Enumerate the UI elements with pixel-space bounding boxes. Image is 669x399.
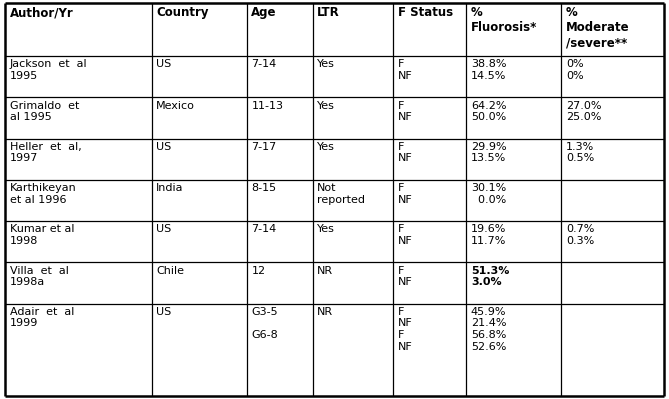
- Text: %
Fluorosis*: % Fluorosis*: [471, 6, 537, 34]
- Text: G3-5

G6-8: G3-5 G6-8: [252, 307, 278, 340]
- Text: 1.3%
0.5%: 1.3% 0.5%: [566, 142, 594, 164]
- Text: 45.9%
21.4%
56.8%
52.6%: 45.9% 21.4% 56.8% 52.6%: [471, 307, 506, 352]
- Text: US: US: [157, 59, 171, 69]
- Text: Chile: Chile: [157, 265, 185, 276]
- Text: F
NF: F NF: [397, 265, 413, 287]
- Text: Yes: Yes: [317, 142, 335, 152]
- Text: 8-15: 8-15: [252, 183, 276, 193]
- Text: Age: Age: [252, 6, 277, 20]
- Text: 29.9%
13.5%: 29.9% 13.5%: [471, 142, 506, 164]
- Text: Yes: Yes: [317, 59, 335, 69]
- Text: 0.7%
0.3%: 0.7% 0.3%: [566, 224, 594, 246]
- Text: 64.2%
50.0%: 64.2% 50.0%: [471, 101, 506, 122]
- Text: Villa  et  al
1998a: Villa et al 1998a: [10, 265, 69, 287]
- Text: Author/Yr: Author/Yr: [10, 6, 74, 20]
- Text: F
NF: F NF: [397, 183, 413, 205]
- Text: %
Moderate
/severe**: % Moderate /severe**: [566, 6, 630, 49]
- Text: Yes: Yes: [317, 101, 335, 111]
- Text: 7-17: 7-17: [252, 142, 277, 152]
- Text: Heller  et  al,
1997: Heller et al, 1997: [10, 142, 82, 164]
- Text: NR: NR: [317, 265, 333, 276]
- Text: Mexico: Mexico: [157, 101, 195, 111]
- Text: US: US: [157, 142, 171, 152]
- Text: Jackson  et  al
1995: Jackson et al 1995: [10, 59, 88, 81]
- Text: 0%
0%: 0% 0%: [566, 59, 583, 81]
- Text: 7-14: 7-14: [252, 224, 277, 234]
- Text: 38.8%
14.5%: 38.8% 14.5%: [471, 59, 506, 81]
- Text: 19.6%
11.7%: 19.6% 11.7%: [471, 224, 506, 246]
- Text: F Status: F Status: [397, 6, 453, 20]
- Text: F
NF: F NF: [397, 142, 413, 164]
- Text: 12: 12: [252, 265, 266, 276]
- Text: Adair  et  al
1999: Adair et al 1999: [10, 307, 74, 328]
- Text: 27.0%
25.0%: 27.0% 25.0%: [566, 101, 601, 122]
- Text: Country: Country: [157, 6, 209, 20]
- Text: 7-14: 7-14: [252, 59, 277, 69]
- Text: LTR: LTR: [317, 6, 340, 20]
- Text: F
NF: F NF: [397, 59, 413, 81]
- Text: 30.1%
  0.0%: 30.1% 0.0%: [471, 183, 506, 205]
- Text: Kumar et al
1998: Kumar et al 1998: [10, 224, 74, 246]
- Text: NR: NR: [317, 307, 333, 317]
- Text: Yes: Yes: [317, 224, 335, 234]
- Text: 51.3%
3.0%: 51.3% 3.0%: [471, 265, 509, 287]
- Text: F
NF: F NF: [397, 224, 413, 246]
- Text: F
NF
F
NF: F NF F NF: [397, 307, 413, 352]
- Text: 11-13: 11-13: [252, 101, 284, 111]
- Text: US: US: [157, 307, 171, 317]
- Text: Karthikeyan
et al 1996: Karthikeyan et al 1996: [10, 183, 77, 205]
- Text: Not
reported: Not reported: [317, 183, 365, 205]
- Text: Grimaldo  et
al 1995: Grimaldo et al 1995: [10, 101, 80, 122]
- Text: India: India: [157, 183, 184, 193]
- Text: F
NF: F NF: [397, 101, 413, 122]
- Text: US: US: [157, 224, 171, 234]
